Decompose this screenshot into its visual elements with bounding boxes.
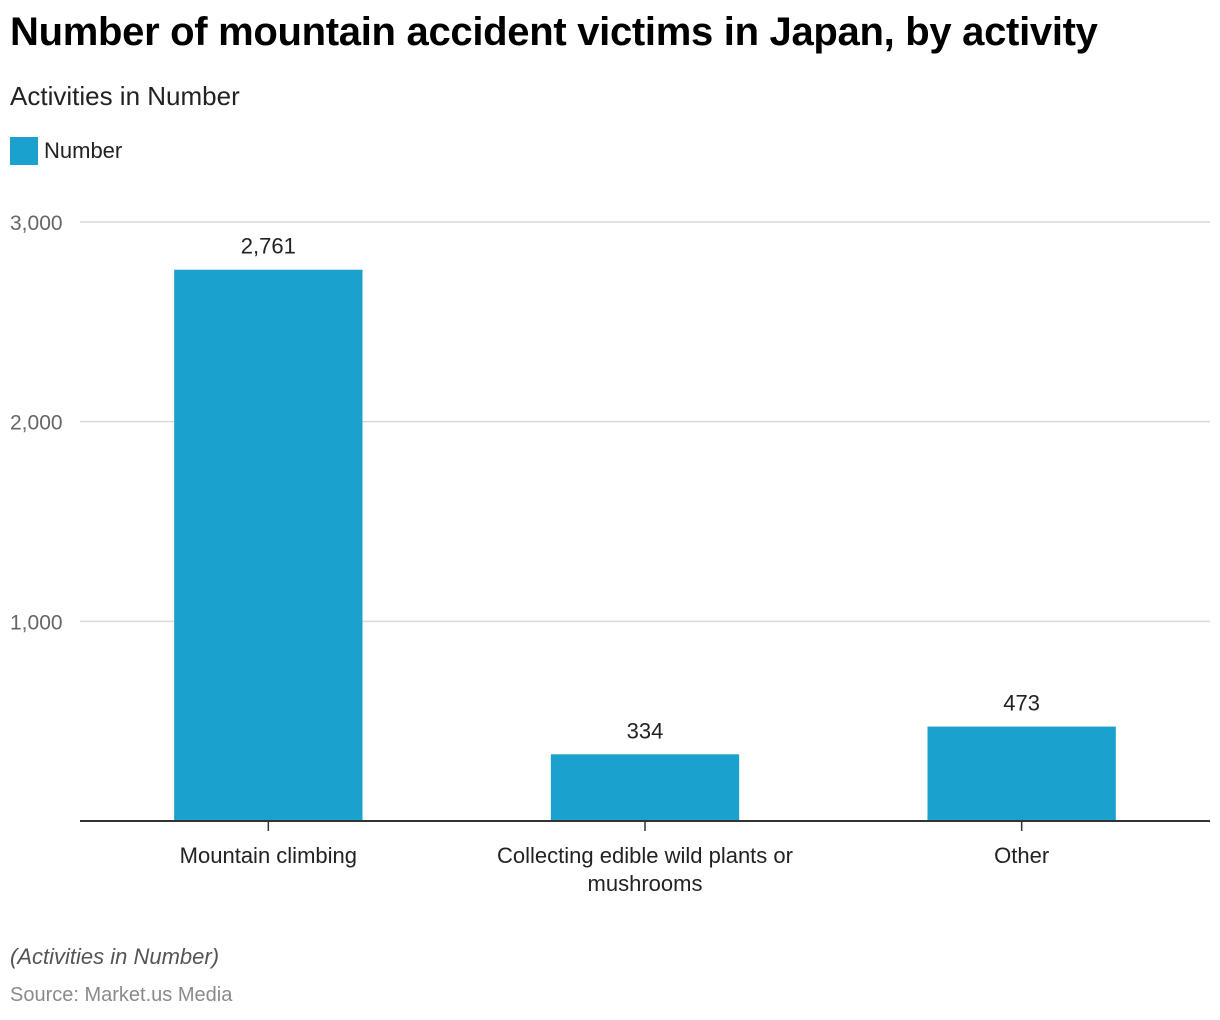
x-tick-label-line: Collecting edible wild plants or (497, 843, 793, 868)
y-tick-label: 2,000 (10, 412, 63, 435)
chart-subtitle: Activities in Number (10, 81, 240, 111)
x-tick-label: Collecting edible wild plants or mushroom… (497, 843, 793, 896)
legend-label: Number (44, 138, 123, 163)
x-tick-label: Other (994, 843, 1049, 868)
legend-swatch (10, 137, 38, 165)
data-label: 473 (1003, 691, 1040, 716)
footnote: (Activities in Number) (10, 944, 220, 969)
bar (927, 726, 1116, 821)
x-tick-label: Mountain climbing (180, 843, 357, 868)
x-tick-label-line: mushrooms (588, 871, 703, 896)
x-tick-label-line: Other (994, 843, 1049, 868)
x-tick-label-line: Mountain climbing (180, 843, 357, 868)
data-label: 2,761 (241, 234, 296, 259)
bar (174, 269, 363, 821)
data-label: 334 (627, 718, 664, 743)
y-tick-label: 1,000 (10, 611, 63, 634)
bar-chart: 1,000 2,000 3,000 2,761 Mountain climbing 334… (10, 212, 1210, 896)
legend: Number (10, 137, 122, 165)
chart-title: Number of mountain accident victims in J… (10, 10, 1098, 54)
source-note: Source: Market.us Media (10, 984, 233, 1006)
bar (550, 754, 740, 821)
y-tick-label: 3,000 (10, 212, 63, 235)
